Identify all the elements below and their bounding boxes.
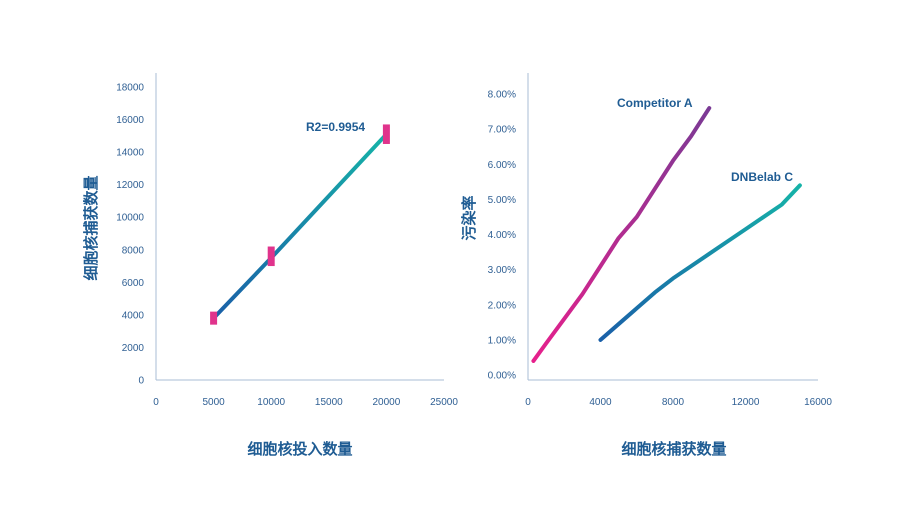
right-x-tick-label: 4000 xyxy=(589,397,612,408)
right-y-axis-title: 污染率 xyxy=(460,195,478,240)
right-y-tick-label: 4.00% xyxy=(488,230,516,241)
series-label-dnbelab-c: DNBelab C xyxy=(731,170,793,184)
left-x-tick-labels: 0 5000 10000 15000 20000 25000 xyxy=(153,397,458,408)
right-y-tick-label: 8.00% xyxy=(488,90,516,101)
left-y-tick-labels: 0 2000 4000 6000 8000 10000 12000 14000 16000 180… xyxy=(116,83,144,387)
right-y-tick-label: 3.00% xyxy=(488,265,516,276)
right-y-tick-label: 1.00% xyxy=(488,335,516,346)
right-y-tick-label: 2.00% xyxy=(488,300,516,311)
left-annotation: R2=0.9954 xyxy=(306,120,365,134)
right-x-tick-label: 0 xyxy=(525,397,531,408)
left-error-bars xyxy=(210,124,390,325)
right-y-tick-label: 5.00% xyxy=(488,195,516,206)
left-x-tick-label: 25000 xyxy=(430,397,458,408)
left-x-axis-title: 细胞核投入数量 xyxy=(247,440,352,458)
series-line-dnbelab-c xyxy=(598,183,802,342)
left-x-tick-label: 20000 xyxy=(372,397,400,408)
left-x-tick-label: 10000 xyxy=(257,397,285,408)
left-x-tick-label: 0 xyxy=(153,397,159,408)
series-label-competitor-a: Competitor A xyxy=(617,96,693,110)
right-x-tick-label: 16000 xyxy=(804,397,832,408)
left-y-tick-label: 12000 xyxy=(116,180,144,191)
left-x-tick-label: 15000 xyxy=(315,397,343,408)
chart-right: 0.00% 1.00% 2.00% 3.00% 4.00% 5.00% 6.00% 7.00%… xyxy=(460,73,832,458)
error-bar xyxy=(210,311,218,325)
left-y-tick-label: 14000 xyxy=(116,148,144,159)
left-y-tick-label: 4000 xyxy=(122,310,145,321)
left-y-axis-title: 细胞核捕获数量 xyxy=(82,175,100,280)
error-bar xyxy=(382,124,390,144)
left-y-tick-label: 16000 xyxy=(116,115,144,126)
left-y-tick-label: 6000 xyxy=(122,278,145,289)
left-y-tick-label: 2000 xyxy=(122,343,145,354)
right-x-tick-labels: 0 4000 8000 12000 16000 xyxy=(525,397,832,408)
right-x-tick-label: 8000 xyxy=(662,397,685,408)
right-y-tick-label: 0.00% xyxy=(488,371,516,382)
left-series-line xyxy=(211,132,389,321)
left-y-tick-label: 10000 xyxy=(116,213,144,224)
left-x-tick-label: 5000 xyxy=(202,397,225,408)
left-y-tick-label: 8000 xyxy=(122,245,145,256)
left-y-tick-label: 18000 xyxy=(116,83,144,94)
right-y-tick-label: 7.00% xyxy=(488,125,516,136)
right-x-tick-label: 12000 xyxy=(732,397,760,408)
chart-left: 0 2000 4000 6000 8000 10000 12000 14000 16000 180… xyxy=(82,73,458,458)
right-y-tick-labels: 0.00% 1.00% 2.00% 3.00% 4.00% 5.00% 6.00% 7.00%… xyxy=(488,90,516,382)
right-x-axis-title: 细胞核捕获数量 xyxy=(621,440,726,458)
series-line-competitor-a xyxy=(531,106,712,363)
left-y-tick-label: 0 xyxy=(138,376,144,387)
error-bar xyxy=(267,246,275,267)
right-y-tick-label: 6.00% xyxy=(488,160,516,171)
